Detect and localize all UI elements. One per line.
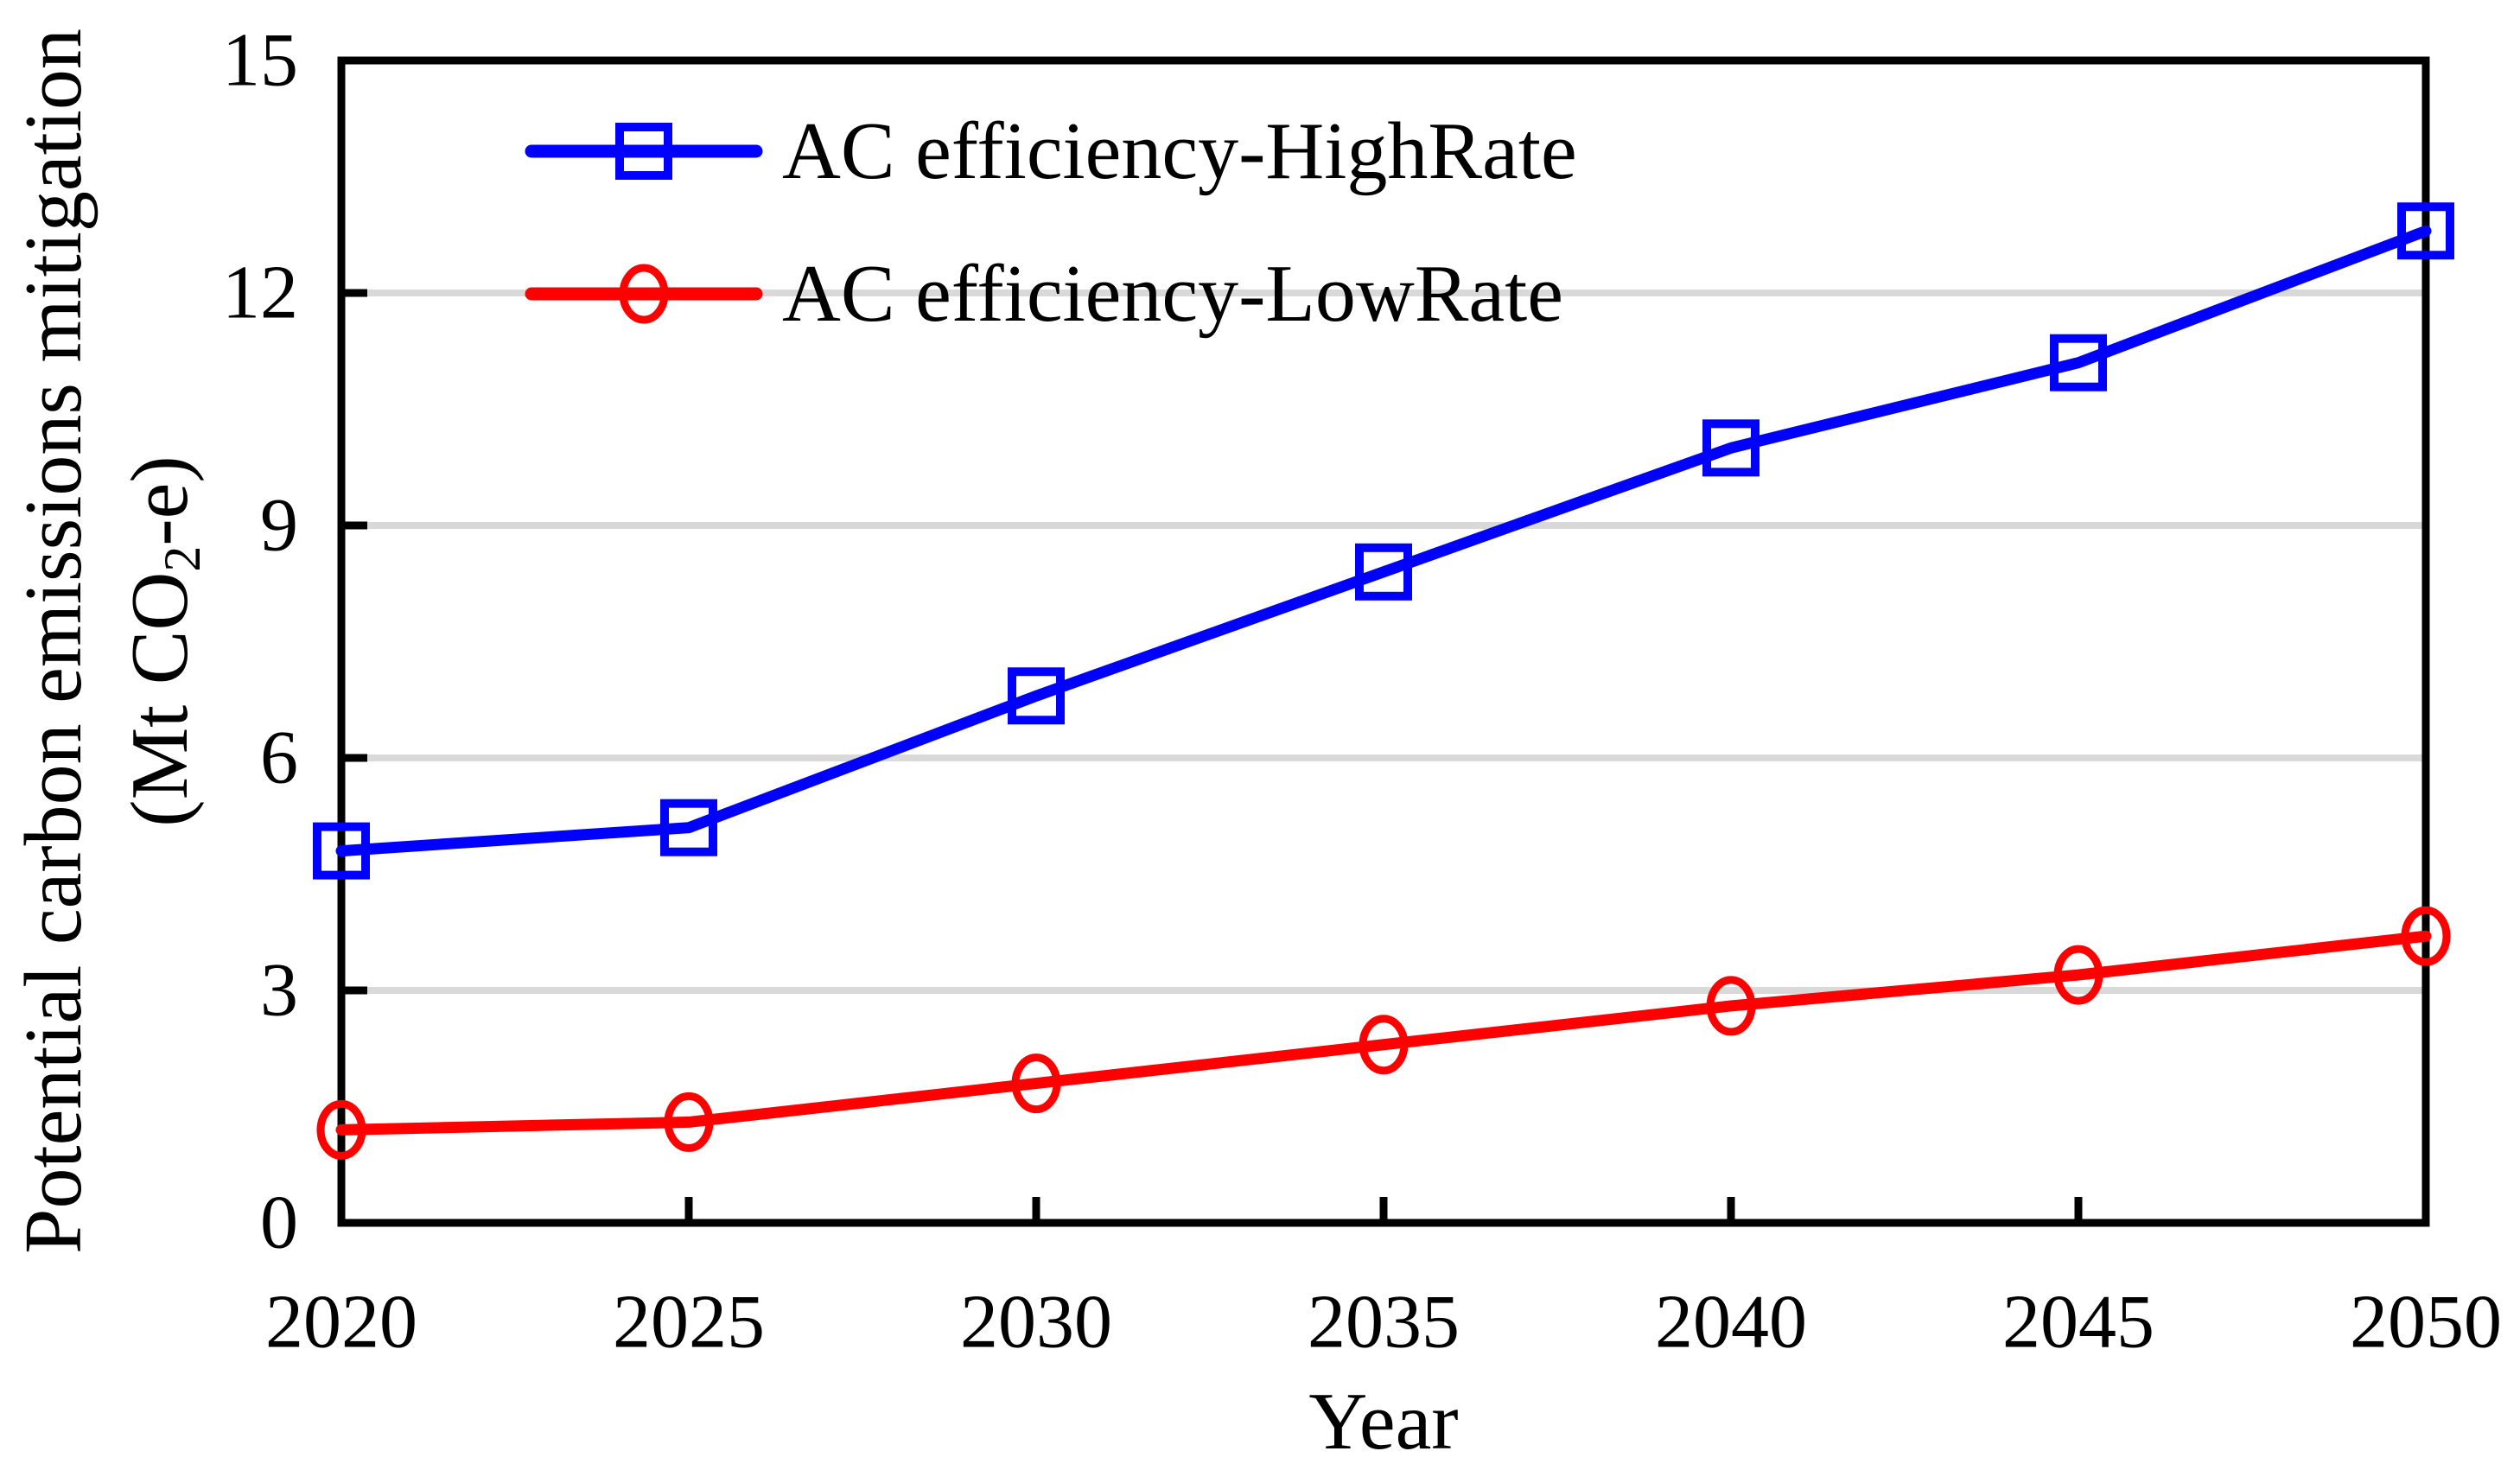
- marker-circle: [316, 1099, 366, 1160]
- y-tick-label-12: 12: [222, 251, 298, 335]
- grid-layer: [341, 290, 2426, 994]
- marker-square: [2050, 334, 2107, 391]
- marker-circle: [1706, 976, 1756, 1036]
- marker-circle: [1359, 1015, 1409, 1075]
- y-tick-label-0: 0: [260, 1181, 298, 1265]
- legend-marker-circle: [619, 264, 669, 324]
- y-axis-title-line1: Potential carbon emissions mitigation: [9, 29, 99, 1254]
- x-tick-label-2035: 2035: [1308, 1281, 1460, 1365]
- series-line-circle: [335, 930, 2432, 1136]
- y-axis-title-line2: (Mt CO2-e): [115, 455, 211, 826]
- marker-square: [1355, 543, 1412, 601]
- x-tick-label-2050: 2050: [2350, 1281, 2502, 1365]
- x-tick-label-2040: 2040: [1655, 1281, 1807, 1365]
- y-tick-label-15: 15: [222, 19, 298, 103]
- marker-circle: [2053, 945, 2103, 1005]
- x-axis-title: Year: [1308, 1377, 1458, 1467]
- marker-circle: [2401, 906, 2451, 966]
- y-axis-title-line2-sub: 2: [154, 546, 211, 572]
- legend-label: AC efficiency-LowRate: [782, 249, 1563, 339]
- marker-square: [1702, 419, 1760, 477]
- legend-label: AC efficiency-HighRate: [782, 106, 1577, 196]
- marker-square: [313, 822, 370, 880]
- x-tick-label-2045: 2045: [2002, 1281, 2154, 1365]
- y-axis-title-line2-post: -e): [115, 455, 205, 545]
- marker-square: [2397, 202, 2454, 260]
- legend-layer: AC efficiency-HighRate AC efficiency-LowR…: [525, 106, 1577, 339]
- tick-layer: 0 3 6 9 12 15 2020 2025 2030 2035 2040 2045 2050: [222, 19, 2502, 1365]
- y-tick-label-3: 3: [260, 949, 298, 1033]
- marker-square: [1008, 667, 1065, 725]
- legend-marker-square: [615, 123, 672, 180]
- series-line-square: [335, 225, 2432, 857]
- x-tick-label-2030: 2030: [960, 1281, 1112, 1365]
- y-tick-label-9: 9: [260, 484, 298, 568]
- series-layer: [313, 202, 2454, 1160]
- marker-circle: [664, 1092, 714, 1152]
- marker-circle: [1011, 1053, 1061, 1114]
- marker-square: [660, 799, 717, 856]
- label-layer: Year Potential carbon emissions mitigati…: [9, 29, 1459, 1467]
- y-tick-label-6: 6: [260, 716, 298, 800]
- x-tick-label-2025: 2025: [613, 1281, 765, 1365]
- x-tick-label-2020: 2020: [265, 1281, 417, 1365]
- y-axis-title-line2-pre: (Mt CO: [115, 572, 205, 827]
